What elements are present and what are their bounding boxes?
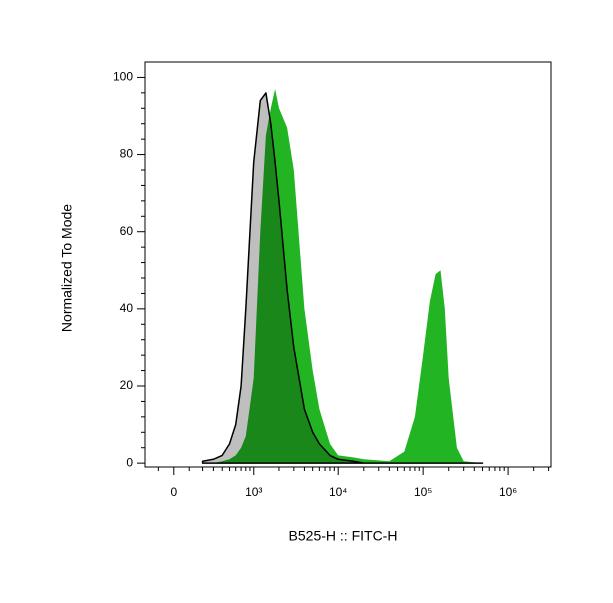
x-tick-label: 10⁶ — [499, 485, 517, 499]
x-tick-label: 10⁴ — [329, 485, 348, 499]
y-tick-label: 60 — [120, 224, 134, 238]
y-tick-label: 0 — [126, 455, 133, 469]
y-tick-label: 40 — [120, 301, 134, 315]
control-histogram — [201, 92, 484, 464]
y-tick-label: 20 — [120, 378, 134, 392]
x-tick-label: 10⁵ — [414, 485, 432, 499]
x-axis-title: B525-H :: FITC-H — [289, 528, 398, 544]
x-tick-label: 0 — [170, 485, 177, 499]
y-axis-title: Normalized To Mode — [59, 204, 75, 332]
sample-histogram — [202, 89, 483, 464]
y-tick-label: 100 — [113, 70, 133, 84]
plot-frame — [144, 61, 552, 468]
x-tick-label: 10³ — [245, 485, 262, 499]
y-tick-label: 80 — [120, 147, 134, 161]
